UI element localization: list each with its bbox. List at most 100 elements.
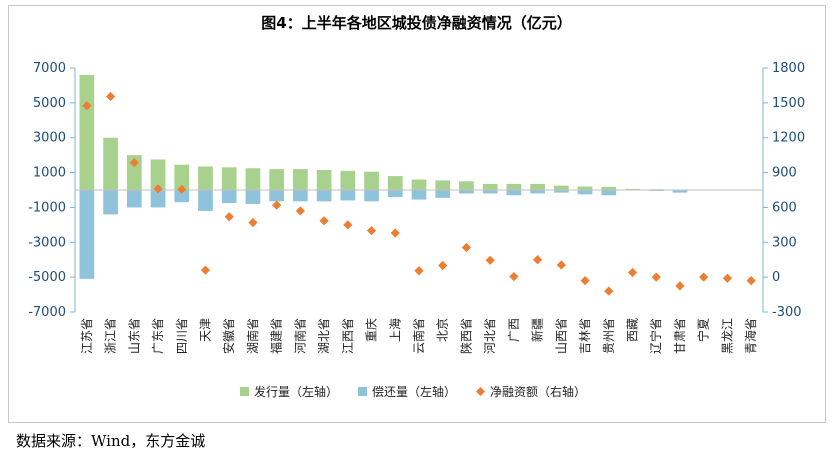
- repay-bar: [577, 190, 593, 195]
- issue-bar: [340, 170, 356, 190]
- net-financing-point: [580, 276, 590, 286]
- issue-bar: [103, 137, 118, 190]
- category-label: 黑龙江: [720, 318, 734, 354]
- category-label: 浙江省: [104, 318, 118, 354]
- issue-bar: [174, 164, 190, 190]
- left-tick-label: 5000: [33, 96, 66, 111]
- repay-bar: [482, 190, 498, 194]
- repay-bar: [126, 190, 142, 208]
- net-financing-point: [604, 286, 614, 296]
- right-tick-label: 1800: [772, 61, 805, 76]
- issue-bar: [79, 74, 95, 190]
- repay-bar: [506, 190, 522, 196]
- legend-repay-label: 偿还量（左轴）: [372, 384, 456, 399]
- category-label: 广东省: [151, 318, 165, 354]
- net-financing-point: [319, 216, 329, 226]
- repay-bar: [672, 190, 688, 193]
- right-tick-label: 300: [772, 235, 797, 250]
- category-label: 湖南省: [245, 318, 260, 354]
- issue-bar: [530, 183, 545, 190]
- issue-bar: [245, 168, 261, 190]
- category-label: 山西省: [554, 318, 568, 354]
- issue-bar: [150, 159, 166, 190]
- net-financing-point: [722, 273, 733, 283]
- net-financing-point: [153, 184, 163, 194]
- category-label: 西藏: [626, 318, 640, 342]
- category-label: 辽宁省: [648, 318, 663, 354]
- repay-bar: [340, 190, 356, 201]
- source-note: 数据来源：Wind，东方金诚: [16, 432, 206, 450]
- issue-bar: [459, 181, 474, 190]
- repay-bar: [411, 190, 427, 200]
- issue-bar: [435, 180, 451, 190]
- category-label: 吉林省: [578, 318, 592, 354]
- repay-bar: [79, 190, 95, 279]
- issue-bar: [316, 169, 332, 190]
- repay-bar: [387, 190, 403, 197]
- repay-bar: [245, 190, 261, 204]
- issue-bar: [126, 155, 142, 190]
- chart-title: 图4：上半年各地区城投债净融资情况（亿元）: [261, 14, 572, 32]
- legend-repay-swatch: [358, 387, 367, 396]
- left-tick-label: -7000: [28, 305, 66, 320]
- left-tick-label: 3000: [33, 131, 66, 146]
- issue-bar: [482, 183, 498, 190]
- issue-bar: [625, 188, 640, 190]
- net-financing-point: [343, 220, 353, 230]
- right-tick-label: -300: [772, 305, 802, 320]
- category-label: 新疆: [530, 318, 545, 342]
- left-tick-label: -1000: [28, 200, 66, 215]
- net-financing-point: [414, 266, 424, 276]
- net-financing-point: [129, 158, 139, 168]
- net-financing-point: [105, 91, 116, 102]
- right-tick-label: 1500: [772, 96, 805, 111]
- net-financing-point: [82, 101, 92, 111]
- repay-bar: [150, 190, 166, 208]
- net-financing-point: [177, 184, 187, 195]
- repay-bar: [103, 190, 118, 215]
- repay-bar: [269, 190, 285, 202]
- right-tick-label: 0: [772, 270, 780, 285]
- repay-bar: [364, 190, 379, 202]
- repay-bar: [316, 190, 332, 202]
- net-financing-point: [272, 200, 282, 210]
- category-label: 河南省: [292, 318, 307, 354]
- repay-bar: [553, 190, 569, 193]
- repay-bar: [459, 190, 474, 194]
- category-label: 北京: [436, 318, 450, 342]
- category-label: 四川省: [175, 318, 189, 354]
- net-financing-point: [509, 271, 519, 282]
- right-tick-label: 1200: [772, 131, 805, 146]
- net-financing-point: [627, 267, 638, 278]
- issue-bar: [293, 169, 308, 190]
- issue-bar: [506, 183, 522, 190]
- category-label: 上海: [387, 318, 402, 342]
- category-label: 陕西省: [458, 318, 473, 354]
- category-label: 广西: [507, 318, 521, 342]
- category-label: 甘肃省: [673, 318, 687, 354]
- issue-bar: [387, 176, 403, 190]
- net-financing-point: [651, 272, 661, 282]
- category-label: 湖北省: [316, 318, 331, 354]
- chart-svg: 7000500030001000-1000-3000-5000-70001800…: [28, 61, 805, 399]
- net-financing-point: [699, 272, 709, 282]
- issue-bar: [601, 186, 617, 190]
- net-financing-point: [200, 265, 211, 275]
- net-financing-point: [248, 217, 258, 228]
- net-financing-point: [224, 212, 234, 222]
- category-label: 山东省: [127, 318, 141, 354]
- repay-bar: [530, 190, 545, 194]
- issue-bar: [269, 169, 285, 190]
- category-label: 重庆: [365, 318, 379, 342]
- net-financing-point: [556, 260, 566, 270]
- category-label: 江苏省: [80, 318, 94, 354]
- net-financing-point: [390, 228, 400, 238]
- legend-net-swatch: [476, 387, 485, 396]
- category-label: 贵州省: [602, 318, 616, 354]
- net-financing-point: [438, 260, 448, 271]
- issue-bar: [198, 166, 213, 190]
- issue-bar: [221, 167, 237, 190]
- net-financing-point: [461, 242, 472, 253]
- category-label: 云南省: [411, 318, 426, 354]
- legend-issue-swatch: [240, 387, 249, 396]
